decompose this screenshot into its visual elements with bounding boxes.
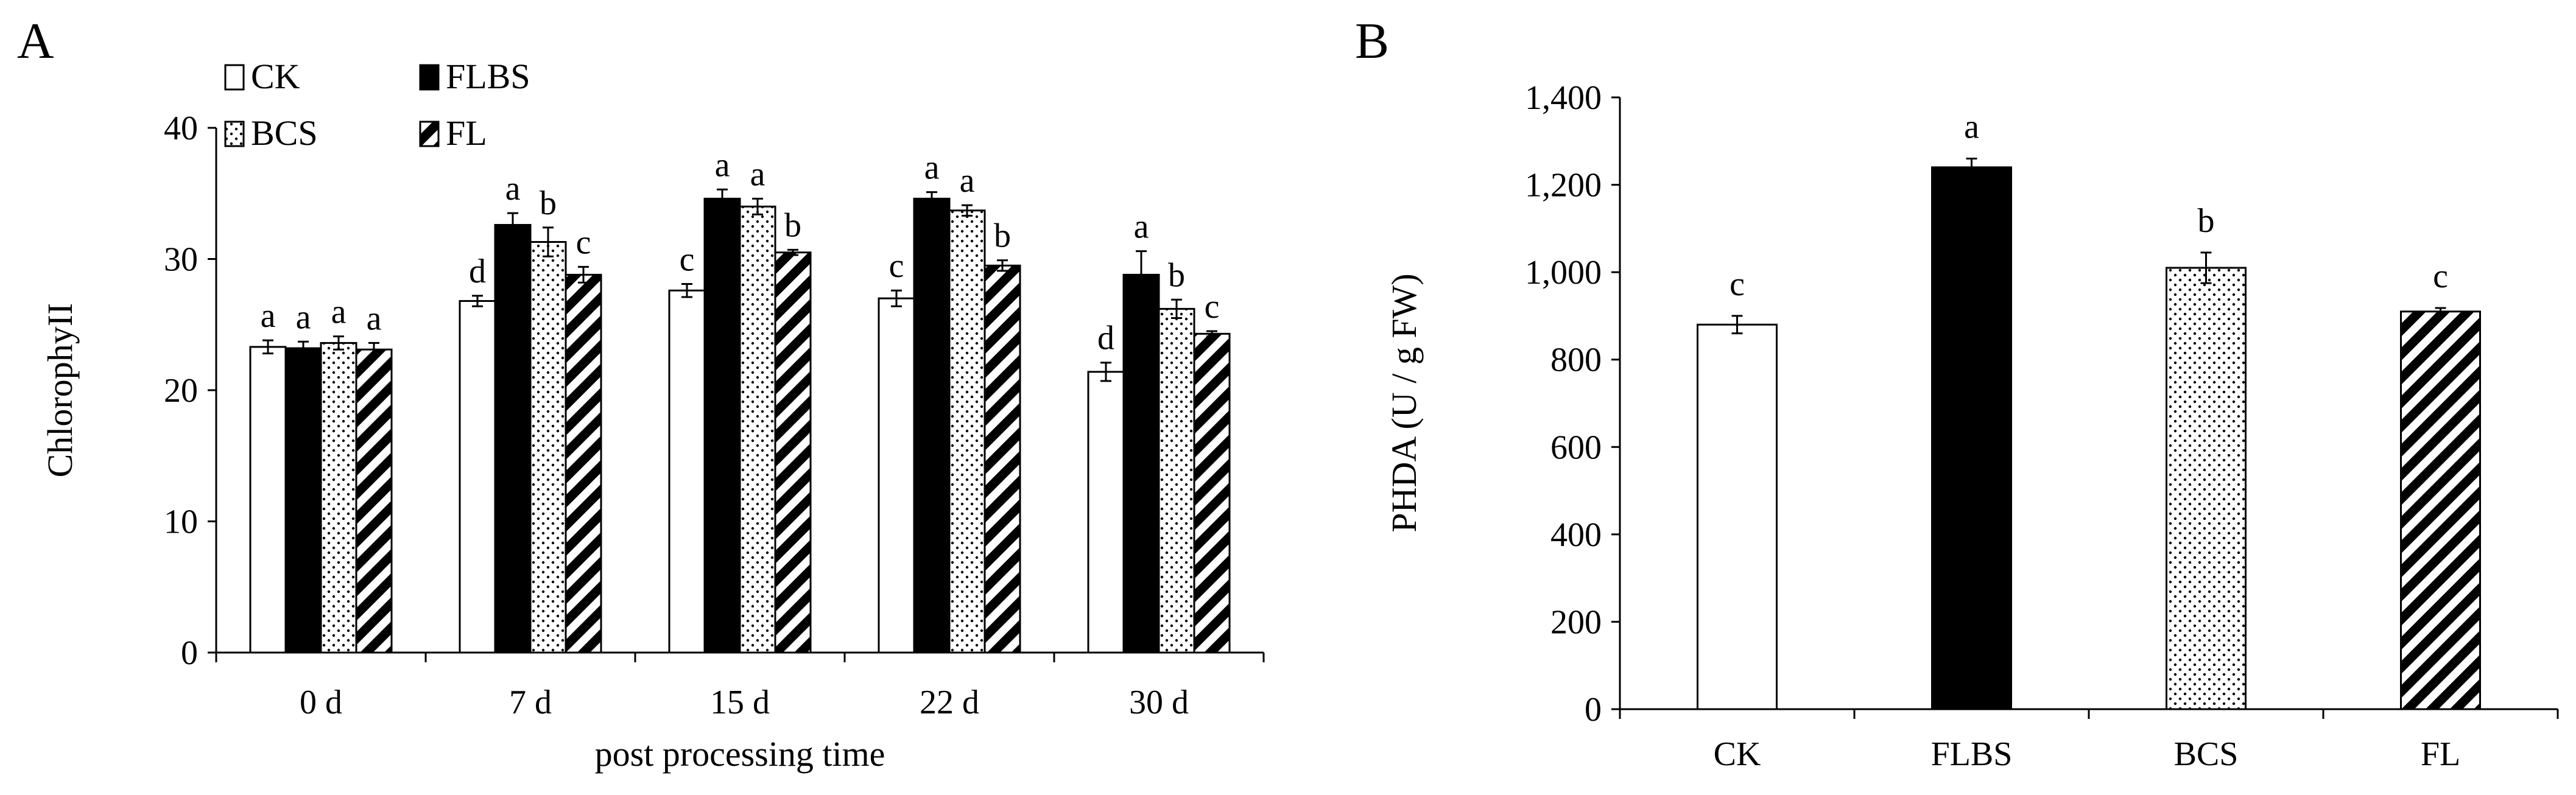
legend-label-bcs: BCS [251,113,318,153]
significance-letter: a [505,170,521,208]
bar-fl [1193,332,1231,654]
significance-letter: a [261,297,276,335]
significance-letter: a [960,162,975,200]
bar-fl [2400,310,2481,710]
significance-letter: b [994,217,1011,255]
bar-flbs [494,223,532,654]
y-tick-label: 1,400 [1525,79,1602,117]
bar-ck [249,346,287,654]
x-tick-label: 22 d [920,684,979,721]
legend-label-flbs: FLBS [446,57,530,96]
significance-letter: a [296,298,311,336]
bar-flbs [284,347,322,654]
bar-bcs [739,205,776,654]
significance-letter: d [1097,320,1114,357]
x-tick-label: 7 d [509,684,552,721]
bar-bcs [320,341,357,654]
significance-letter: b [784,206,801,244]
y-tick-label: 1,200 [1525,167,1602,205]
significance-letter: c [1205,288,1220,326]
significance-letter: a [924,149,940,187]
significance-letter: a [367,299,382,337]
bar-ck [1697,323,1778,710]
y-axis-title: ChlorophyII [40,303,80,478]
y-tick-label: 800 [1550,341,1602,379]
bar-fl [565,273,602,654]
panel-a-letter: A [17,13,54,69]
bar-bcs [1158,307,1195,654]
bar-flbs [703,197,741,654]
y-tick-label: 0 [1585,691,1602,729]
y-tick-label: 600 [1550,429,1602,466]
legend-label-fl: FL [446,113,487,153]
legend-swatch-ck [224,64,245,91]
x-tick-label: 15 d [710,684,770,721]
significance-letter: a [1964,108,1979,146]
bar-fl [984,264,1021,654]
y-tick-label: 20 [164,372,198,410]
significance-letter: b [1168,256,1185,294]
significance-letter: b [2198,202,2215,240]
panel-b-chart: 0 200 400 600 800 1,000 1,200 1,400 PHDA (U / g … [1384,79,2559,773]
x-tick-label: BCS [2174,735,2239,773]
y-tick-label: 0 [181,634,198,672]
x-tick-label: CK [1714,735,1761,773]
bar-fl [355,348,393,654]
y-axis-title: PHDA (U / g FW) [1384,273,1424,532]
x-tick-label: 0 d [300,684,342,721]
bar-flbs [913,197,951,654]
significance-letter: c [1730,265,1745,303]
significance-letter: d [469,253,486,290]
bar-bcs [2166,267,2247,710]
bar-flbs [1931,166,2012,710]
significance-letter: a [331,293,347,331]
y-tick-label: 30 [164,241,198,279]
significance-letter: c [2433,257,2448,295]
y-tick-label: 40 [164,110,198,147]
significance-letter: c [889,247,904,285]
x-tick-label: FL [2421,735,2460,773]
y-tick-label: 200 [1550,603,1602,641]
y-tick-label: 1,000 [1525,254,1602,292]
x-tick-label: 30 d [1129,684,1189,721]
significance-letter: c [576,223,591,261]
significance-letter: a [750,155,765,193]
bar-ck [1087,371,1125,654]
significance-letter: c [680,240,695,278]
panel-b-letter: B [1355,13,1389,69]
legend-label-ck: CK [251,57,300,96]
legend-swatch-fl [419,121,440,147]
bar-bcs [529,240,567,654]
significance-letter: b [540,184,557,222]
y-tick-label: 10 [164,503,198,541]
x-tick-label: FLBS [1931,735,2013,773]
y-tick-label: 400 [1550,516,1602,554]
bar-ck [878,297,915,654]
bar-flbs [1122,273,1160,654]
legend-swatch-bcs [224,121,245,147]
bar-fl [774,251,812,654]
x-axis-title: post processing time [595,734,885,774]
bar-bcs [948,209,986,654]
bar-ck [668,289,706,654]
significance-letter: a [715,146,730,184]
bar-ck [459,299,496,654]
significance-letter: a [1134,208,1149,246]
legend-swatch-flbs [419,64,440,91]
